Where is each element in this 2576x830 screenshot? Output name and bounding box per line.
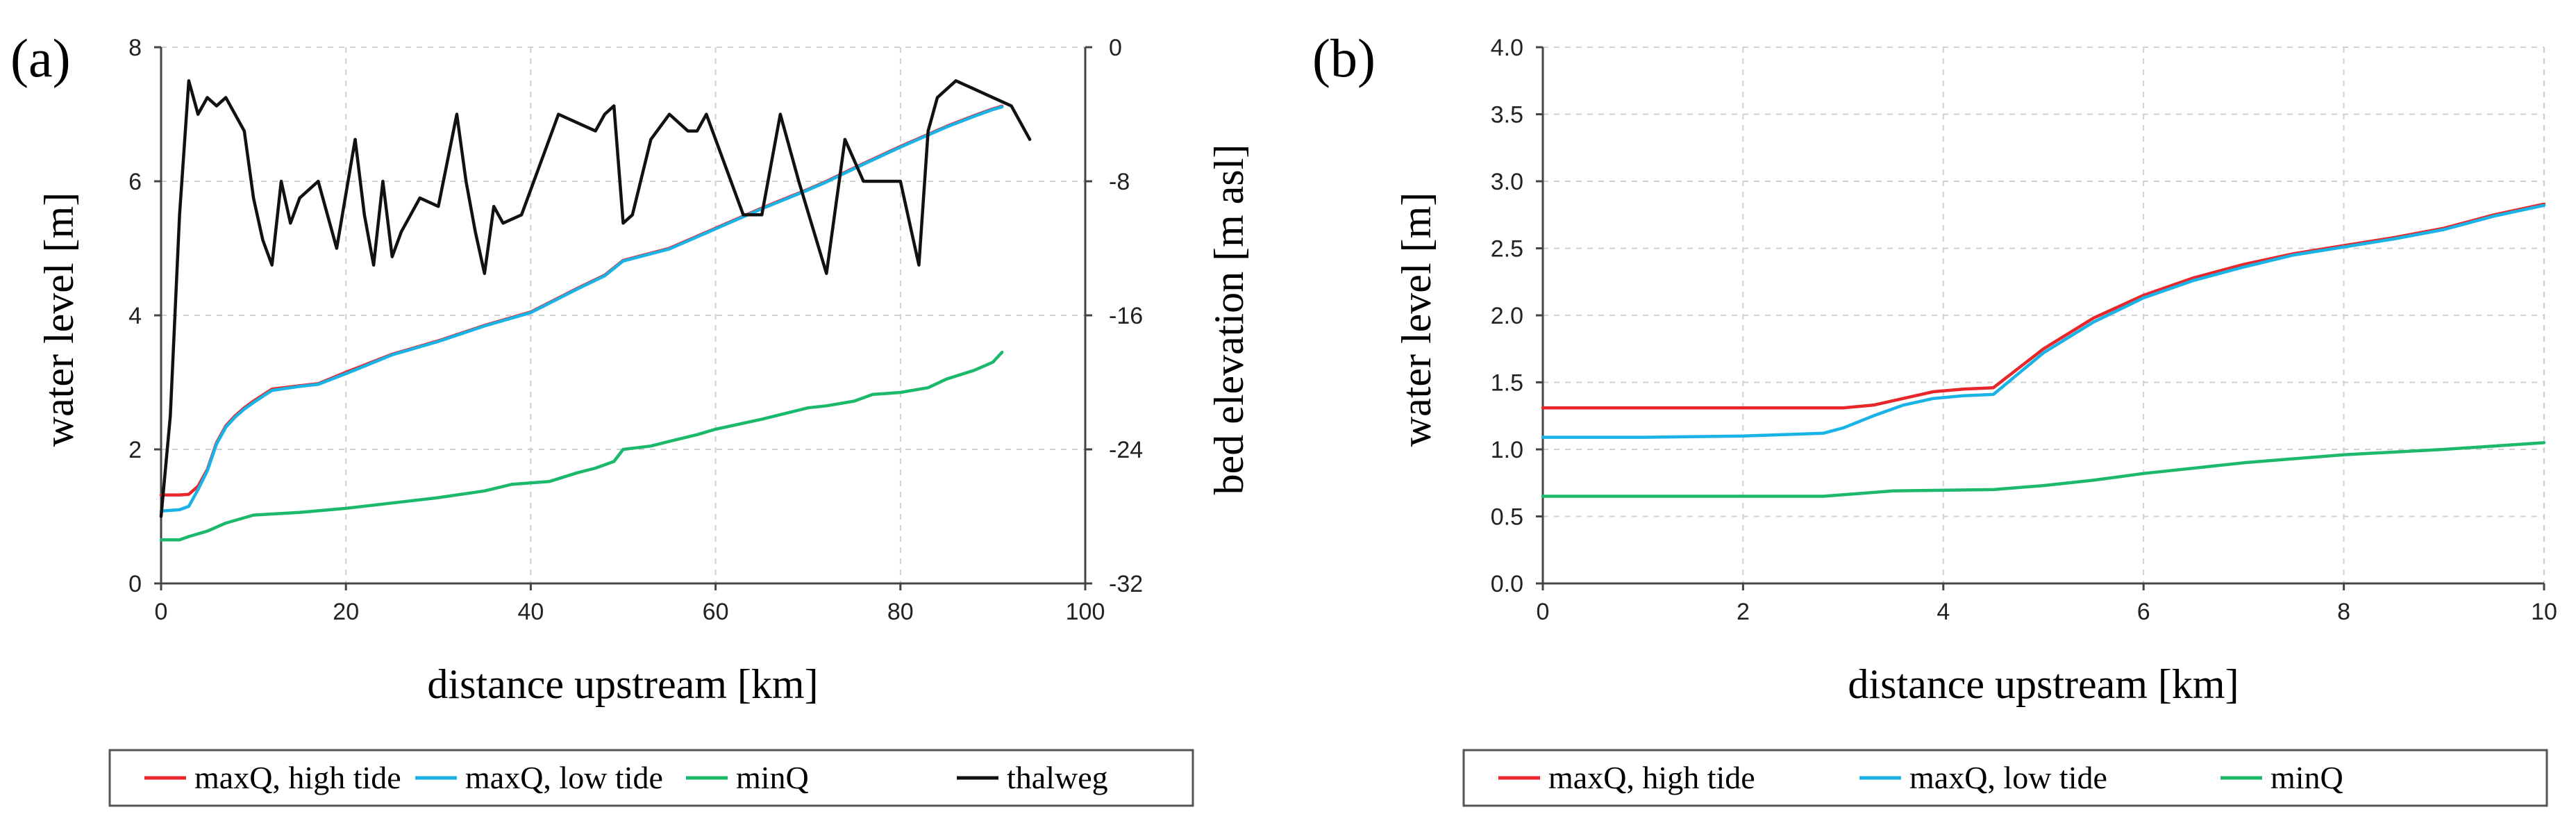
legend-box [1462,749,2548,807]
y-tick-label: 0 [128,571,142,597]
panel-a-legend: maxQ, high tide maxQ, low tide minQ thalweg [108,749,1194,807]
panel-b: (b) water level [m] distance upstream [k… [1312,28,2557,807]
panel-b-label: (b) [1312,28,1375,88]
y-tick-label: 0.5 [1491,504,1523,531]
legend-label: maxQ, high tide [1548,760,1755,795]
y-tick-label: 0.0 [1491,571,1523,597]
panel-a-ylabel: water level [m] [36,192,82,447]
series-line-maxq-low-tide [159,105,1004,513]
panel-a-ticks: 0 20 40 60 80 100 0 2 4 6 8 -32 -24 -16 -8 0 [128,35,1143,625]
x-tick-label: 10 [2531,599,2557,625]
x-tick-label: 40 [517,599,544,625]
y-tick-label: 2.0 [1491,303,1523,329]
panel-a-label: (a) [10,28,71,88]
panel-a-y2label: bed elevation [m asl] [1206,144,1252,495]
series-line-minq [1541,441,2546,498]
legend-label: maxQ, low tide [465,760,663,795]
legend-label: maxQ, low tide [1909,760,2107,795]
panel-b-ylabel: water level [m] [1394,192,1439,447]
panel-b-legend: maxQ, high tide maxQ, low tide minQ [1462,749,2548,807]
x-tick-label: 100 [1066,599,1105,625]
x-tick-label: 0 [155,599,168,625]
legend-label: minQ [736,760,809,795]
y2-tick-label: 0 [1109,35,1122,61]
x-tick-label: 2 [1737,599,1750,625]
panel-b-ticks: 0 2 4 6 8 10 0.0 0.5 1.0 1.5 2.0 2.5 3.0 3.5 4.0 [1491,35,2557,625]
panel-a: (a) water level [m] bed elevation [m asl… [10,28,1252,807]
series-line-maxq-high-tide [159,104,1004,497]
y-tick-label: 3.0 [1491,169,1523,195]
y-tick-label: 4 [128,303,142,329]
x-tick-label: 4 [1937,599,1950,625]
y2-tick-label: -8 [1109,169,1130,195]
y2-tick-label: -16 [1109,303,1143,329]
series-line-thalweg [159,79,1032,518]
panel-a-xlabel: distance upstream [km] [427,661,818,707]
panel-a-series [159,79,1032,542]
panel-b-xlabel: distance upstream [km] [1848,661,2239,707]
y-tick-label: 6 [128,169,142,195]
panel-b-series [1541,202,2546,498]
y-tick-label: 1.5 [1491,370,1523,397]
x-tick-label: 0 [1537,599,1550,625]
x-tick-label: 8 [2337,599,2350,625]
y-tick-label: 2.5 [1491,236,1523,263]
x-tick-label: 20 [333,599,359,625]
y-tick-label: 4.0 [1491,35,1523,61]
x-tick-label: 80 [887,599,914,625]
panel-b-grid [1543,47,2545,583]
y-tick-label: 2 [128,437,142,463]
legend-label: minQ [2270,760,2343,795]
legend-box [108,749,1194,807]
y-tick-label: 3.5 [1491,102,1523,128]
series-line-maxq-low-tide [1541,204,2546,439]
series-line-minq [159,350,1004,542]
x-tick-label: 6 [2137,599,2150,625]
legend-label: maxQ, high tide [194,760,401,795]
series-line-maxq-high-tide [1541,202,2546,410]
y2-tick-label: -32 [1109,571,1143,597]
legend-label: thalweg [1007,760,1108,795]
y-tick-label: 8 [128,35,142,61]
x-tick-label: 60 [703,599,729,625]
y2-tick-label: -24 [1109,437,1143,463]
y-tick-label: 1.0 [1491,437,1523,463]
